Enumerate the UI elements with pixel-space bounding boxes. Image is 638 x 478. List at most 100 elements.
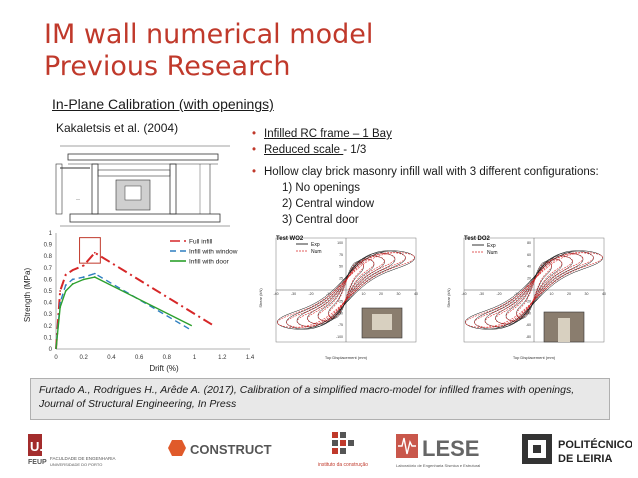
bullet-scale: Reduced scale - 1/3	[252, 142, 632, 158]
chart-legend-label: Full infill	[189, 239, 213, 246]
construct-logo: CONSTRUCT	[168, 440, 272, 457]
do2-legend-num: Num	[487, 250, 498, 256]
do2-x-label: Top Displacement (mm)	[513, 355, 556, 360]
wo2-x-tick: -30	[291, 292, 296, 296]
wo2-axes: -40 -30 -20 -10 10 20 30 40100755025-25-50-75-1…	[273, 237, 418, 343]
slide-subtitle: In-Plane Calibration (with openings)	[52, 96, 274, 112]
uporto-faculty: FACULDADE DE ENGENHARIA	[50, 456, 116, 461]
chart-y-tick-label: 0.8	[44, 254, 53, 260]
wo2-y-tick: -75	[338, 323, 343, 327]
chart-x-tick-label: 0	[54, 355, 58, 361]
chart-y-tick-label: 0.2	[44, 324, 53, 330]
do2-x-tick: -40	[461, 292, 466, 296]
chart-point	[93, 251, 96, 254]
svg-text:—: —	[76, 196, 80, 201]
chart-point	[59, 306, 62, 309]
chart-series-line	[55, 276, 193, 350]
chart-x-tick-label: 0.4	[107, 355, 116, 361]
do2-num-loop	[495, 256, 573, 324]
chart-point	[64, 284, 67, 287]
slide-title-line1: IM wall numerical model	[44, 19, 374, 50]
wo2-num-loop	[286, 252, 406, 328]
chart-x-tick-label: 0.2	[80, 355, 89, 361]
config-central-window: 2) Central window	[282, 198, 375, 210]
chart-x-axis-label: Drift (%)	[149, 364, 179, 373]
wo2-y-tick: -25	[338, 300, 343, 304]
strength-drift-chart: 0 0.2 0.4 0.6 0.8 1 1.2 1.4 0 0.1 0.2 0.3 0.4 0.5 0.6 0…	[23, 231, 255, 373]
chart-y-tick-label: 0.5	[44, 289, 53, 295]
chart-x-tick-label: 1.4	[246, 355, 255, 361]
chart-y-tick-label: 1	[49, 231, 53, 237]
chart-point	[59, 301, 62, 304]
do2-y-tick: -60	[526, 323, 531, 327]
instituto-text: instituto da construção	[318, 462, 368, 468]
do2-y-label: Shear (kN)	[446, 288, 451, 308]
wo2-x-tick: 20	[379, 292, 383, 296]
chart-y-tick-label: 0.9	[44, 243, 53, 249]
do2-x-tick: 20	[567, 292, 571, 296]
wo2-num-loop	[307, 256, 385, 324]
instituto-construcao-logo: instituto da construção	[318, 432, 368, 468]
do2-num-loop	[465, 252, 603, 328]
wo2-specimen-window	[372, 314, 392, 330]
uporto-logo: U.PORTO FEUP FACULDADE DE ENGENHARIA UNI…	[28, 434, 116, 467]
chart-point	[71, 283, 74, 285]
bullet-list: Infilled RC frame – 1 Bay Reduced scale …	[252, 126, 632, 228]
lese-logo: LESE Laboratório de Engenharia Sísmica e…	[396, 434, 480, 468]
do2-x-tick: 40	[602, 292, 606, 296]
do2-num-loop	[474, 252, 594, 328]
wo2-legend-exp: Exp	[311, 242, 320, 248]
uporto-university: UNIVERSIDADE DO PORTO	[50, 462, 102, 467]
bullet-frame-text: Infilled RC frame – 1 Bay	[264, 128, 392, 140]
chart-point	[82, 264, 85, 267]
construct-mark	[168, 440, 186, 456]
slide-title-line2: Previous Research	[44, 51, 291, 82]
uporto-feup: FEUP	[28, 459, 47, 466]
lese-subtitle: Laboratório de Engenharia Sísmica e Estr…	[396, 463, 480, 468]
chart-y-tick-label: 0.4	[44, 301, 53, 307]
bullet-frame: Infilled RC frame – 1 Bay	[252, 126, 632, 142]
wo2-x-label: Top Displacement (mm)	[325, 355, 368, 360]
wo2-y-tick: 50	[339, 265, 343, 269]
wo2-x-tick: 30	[397, 292, 401, 296]
wo2-y-tick: 75	[339, 253, 343, 257]
do2-x-tick: -20	[496, 292, 501, 296]
chart-point	[71, 278, 74, 281]
do2-curves	[465, 250, 603, 330]
chart-point	[64, 290, 67, 292]
do2-y-tick: 40	[527, 265, 531, 269]
test-setup-drawing: —	[50, 140, 240, 230]
chart-legend-label: Infill with window	[189, 249, 238, 256]
do2-x-tick: -30	[479, 292, 484, 296]
politecnico-line1: POLITÉCNICO	[558, 438, 632, 451]
citation-box: Furtado A., Rodrigues H., Arêde A. (2017…	[30, 378, 610, 420]
do2-y-tick: -20	[526, 300, 531, 304]
do2-title: Test DO2	[464, 236, 491, 242]
config-no-openings: 1) No openings	[282, 182, 360, 194]
wo2-x-tick: -40	[273, 292, 278, 296]
author-reference: Kakaletsis et al. (2004)	[56, 121, 179, 135]
wo2-x-tick: 40	[414, 292, 418, 296]
chart-y-tick-label: 0.1	[44, 335, 53, 341]
chart-legend: Full infill Infill with window Infill with…	[170, 239, 238, 266]
chart-series-group	[55, 237, 215, 350]
wo2-x-tick: -20	[308, 292, 313, 296]
hysteresis-plot-do2: -40 -30 -20 -10 10 20 30 4080604020-20-40-60-80…	[444, 228, 624, 362]
footer-logos: U.PORTO FEUP FACULDADE DE ENGENHARIA UNI…	[0, 424, 638, 478]
do2-y-tick: 20	[527, 276, 531, 280]
chart-point	[93, 276, 96, 278]
wo2-y-tick: 25	[339, 276, 343, 280]
chart-x-tick-label: 1	[193, 355, 197, 361]
do2-y-tick: 60	[527, 253, 531, 257]
chart-point	[64, 273, 67, 276]
politecnico-leiria-logo: POLITÉCNICO DE LEIRIA	[522, 434, 632, 465]
do2-y-tick: -80	[526, 335, 531, 339]
politecnico-line2: DE LEIRIA	[558, 453, 612, 465]
do2-x-tick: 30	[585, 292, 589, 296]
uporto-main: U.PORTO	[30, 439, 89, 454]
do2-x-tick: 10	[550, 292, 554, 296]
chart-y-axis-label: Strength (MPa)	[23, 268, 32, 323]
do2-specimen-door	[558, 318, 570, 342]
chart-series-line	[55, 251, 215, 350]
do2-num-loop	[484, 253, 584, 327]
